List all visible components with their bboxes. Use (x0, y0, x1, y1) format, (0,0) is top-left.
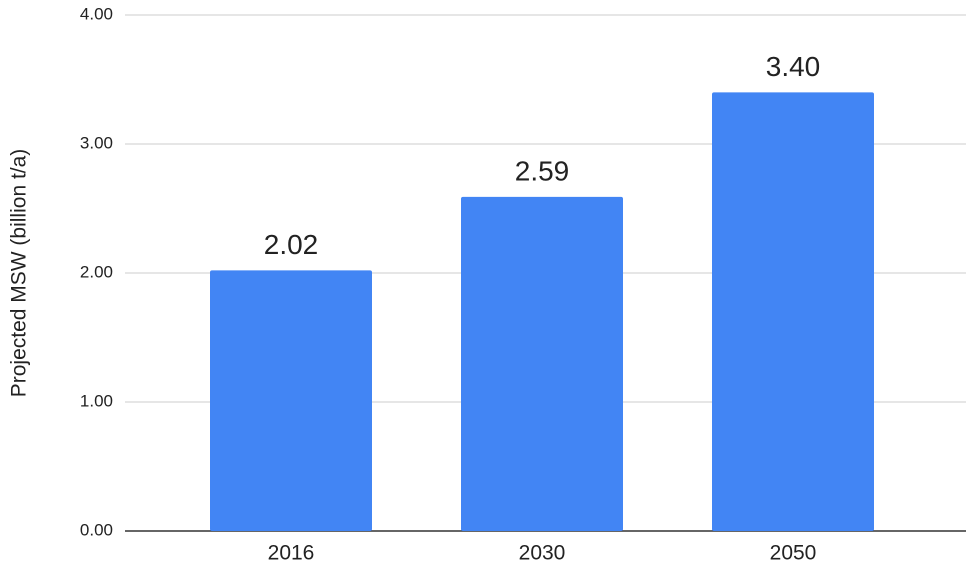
y-tick-label: 1.00 (80, 391, 113, 410)
bar (461, 196, 623, 531)
value-label: 2.59 (515, 155, 570, 186)
bar (712, 92, 874, 532)
bar (210, 270, 372, 531)
y-tick-label: 3.00 (80, 133, 113, 152)
y-axis-label: Projected MSW (billion t/a) (8, 149, 31, 398)
value-label: 2.02 (264, 229, 319, 260)
value-label: 3.40 (766, 51, 821, 82)
x-tick-label: 2030 (519, 542, 566, 565)
x-tick-label: 2050 (770, 542, 817, 565)
x-tick-label: 2016 (268, 542, 315, 565)
y-tick-label: 0.00 (80, 520, 113, 539)
y-tick-label: 2.00 (80, 262, 113, 281)
y-tick-label: 4.00 (80, 4, 113, 23)
